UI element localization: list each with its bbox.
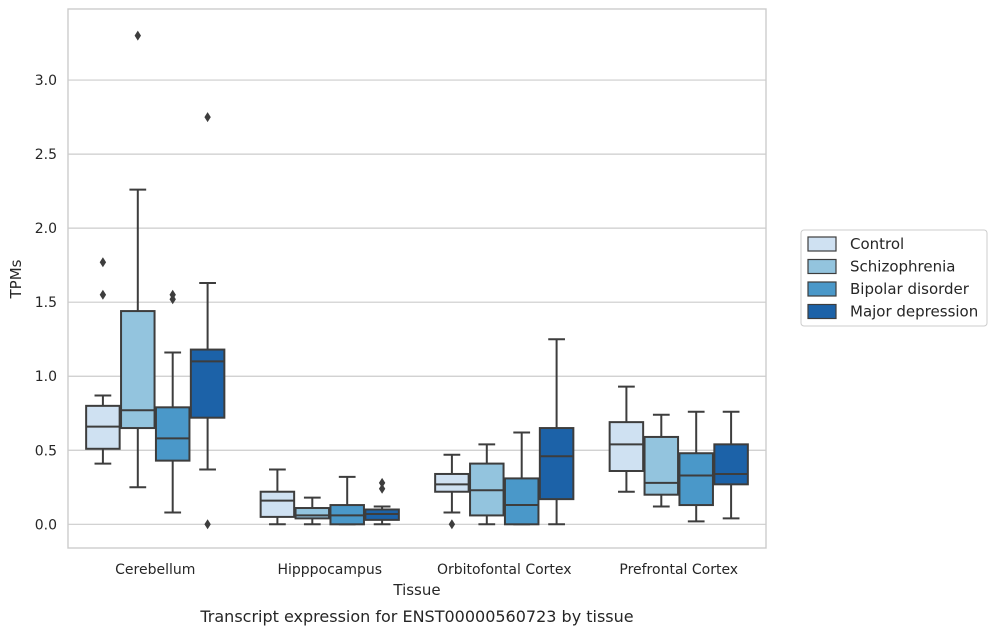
box-body — [434, 472, 470, 493]
outlier-point — [204, 519, 211, 530]
x-tick-label: Hipppocampus — [277, 562, 382, 578]
x-tick-label: Orbitofontal Cortex — [437, 562, 572, 578]
legend-swatch — [807, 258, 837, 275]
box — [643, 413, 680, 508]
box — [329, 475, 365, 526]
y-tick-label: 1.0 — [35, 369, 57, 385]
x-tick-label: Prefrontal Cortex — [619, 562, 738, 578]
outlier-point — [99, 257, 107, 268]
y-tick-label: 0.0 — [35, 517, 57, 533]
legend-frame — [800, 229, 988, 327]
box — [364, 477, 400, 526]
y-tick-label: 0.5 — [35, 443, 57, 459]
legend: Control Schizophrenia Bipolar disorder Majo… — [800, 229, 988, 327]
legend-label: Major depression — [850, 303, 978, 321]
box — [85, 257, 121, 465]
legend-label: Schizophrenia — [850, 258, 955, 276]
boxes — [85, 30, 749, 530]
box — [259, 468, 296, 526]
box-body — [120, 310, 156, 430]
outlier-point — [99, 289, 107, 300]
box-body — [503, 477, 540, 526]
box-body — [259, 490, 296, 518]
legend-swatch — [807, 303, 837, 320]
box — [469, 443, 505, 526]
y-axis-label: TPMs — [7, 259, 25, 299]
box — [713, 410, 749, 520]
legend-swatch — [807, 281, 837, 297]
box — [294, 496, 331, 526]
box-body — [538, 427, 575, 501]
y-tick-label: 3.0 — [35, 73, 57, 89]
x-tick-label: Cerebellum — [115, 562, 195, 578]
y-tick-label: 2.5 — [35, 147, 57, 163]
legend-label: Control — [850, 235, 904, 253]
outlier-point — [378, 483, 386, 494]
legend-swatch — [807, 236, 837, 252]
box — [608, 385, 645, 493]
outlier-point — [448, 519, 456, 530]
box — [120, 30, 156, 489]
outlier-point — [204, 112, 211, 123]
box — [154, 289, 191, 514]
box — [678, 410, 714, 523]
outlier-point — [169, 294, 176, 305]
box-body — [154, 406, 191, 462]
box-body — [189, 348, 226, 419]
box — [503, 431, 540, 526]
x-tick-labels: Cerebellum Hipppocampus Orbitofontal Corte… — [115, 562, 738, 578]
box — [434, 453, 470, 530]
chart-caption: Transcript expression for ENST0000056072… — [199, 607, 633, 626]
y-tick-label: 2.0 — [35, 221, 57, 237]
box-body — [294, 507, 331, 520]
y-tick-labels: 0.0 0.5 1.0 1.5 2.0 2.5 3.0 — [35, 73, 57, 533]
outlier-point — [134, 30, 141, 41]
y-tick-label: 1.5 — [35, 295, 57, 311]
x-axis-label: Tissue — [392, 581, 440, 599]
outlier-point — [378, 477, 386, 488]
box-body — [608, 421, 645, 472]
box — [538, 338, 575, 526]
box-body — [713, 443, 749, 486]
plot-frame — [67, 8, 767, 549]
box — [189, 112, 226, 530]
legend-label: Bipolar disorder — [850, 280, 970, 298]
box-body — [678, 452, 714, 507]
box-body — [643, 435, 680, 496]
